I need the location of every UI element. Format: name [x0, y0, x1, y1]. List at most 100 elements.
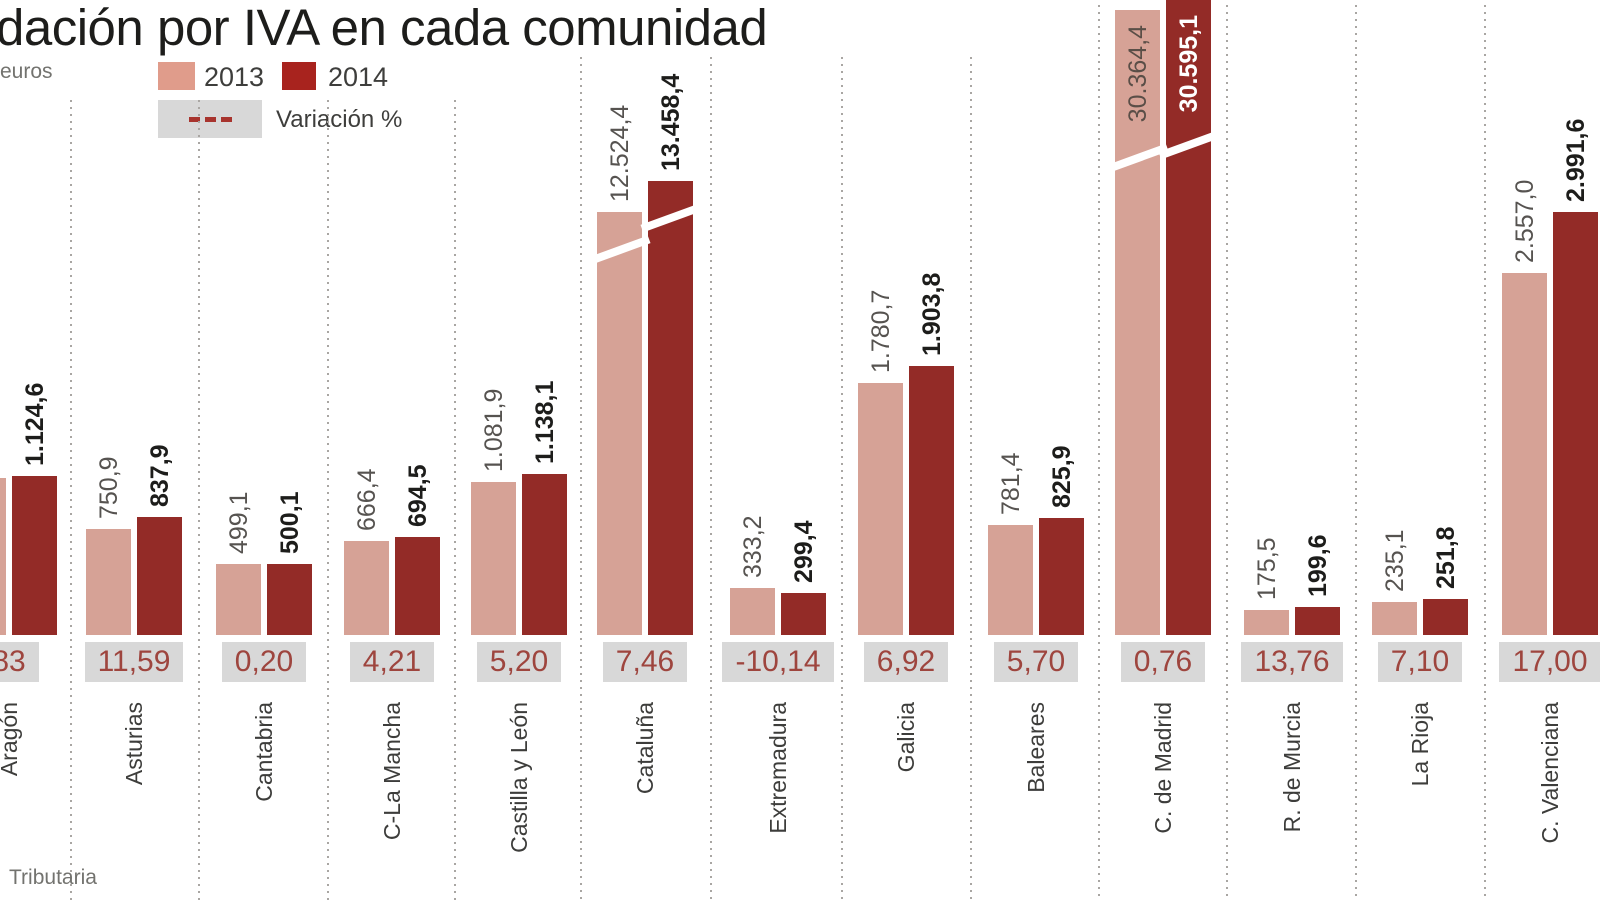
source-label: Tributaria [9, 866, 97, 889]
bar-2013-la-rioja [1372, 602, 1417, 635]
column-separator-line [1484, 5, 1486, 900]
bar-value-label-2014: 13.458,4 [656, 73, 685, 171]
legend-2014-label: 2014 [328, 62, 389, 92]
bar-value-label-2014: 694,5 [403, 464, 432, 527]
variation-badge: 0,76 [1120, 642, 1206, 682]
bar-2013-c-valenciana [1502, 273, 1547, 635]
variation-badge-wrap: -10,14 [688, 642, 868, 682]
bar-value-label-2013: 499,1 [224, 491, 253, 554]
variation-badge: 11,59 [84, 642, 184, 682]
variation-badge-wrap: 17,00 [1460, 642, 1600, 682]
bar-2014-galicia [909, 366, 954, 635]
legend-2014-swatch-icon [282, 62, 316, 90]
variation-badge: -10,14 [722, 642, 834, 682]
variation-badge: 4,21 [349, 642, 435, 682]
unit-label: euros [0, 60, 53, 83]
bar-2013-r-de-murcia [1244, 610, 1289, 635]
category-label-c-de-madrid: C. de Madrid [1150, 702, 1176, 834]
variation-badge: 17,00 [1499, 642, 1600, 682]
bar-value-label-2014: 1.124,6 [20, 382, 49, 466]
variation-badge: 5,70 [993, 642, 1079, 682]
bar-value-label-2013: 2.557,0 [1510, 179, 1539, 263]
column-separator-line [70, 100, 72, 900]
bar-2014-baleares [1039, 518, 1084, 635]
bar-2014-catalu-a [648, 181, 693, 635]
variation-badge: 7,46 [602, 642, 688, 682]
bar-value-label-2013: 12.524,4 [605, 104, 634, 202]
column-separator-line [970, 57, 972, 900]
column-separator-line [454, 100, 456, 900]
bar-value-label-2014: 500,1 [275, 491, 304, 554]
variation-badge-wrap: 7,10 [1330, 642, 1510, 682]
category-label-baleares: Baleares [1023, 702, 1049, 793]
bar-2013-c-la-mancha [344, 541, 389, 635]
variation-badge: 6,92 [863, 642, 949, 682]
column-separator-line [1355, 5, 1357, 900]
bar-2014-c-la-mancha [395, 537, 440, 635]
legend-variation-label: Variación % [276, 106, 403, 133]
bar-2013-asturias [86, 529, 131, 635]
variation-badge-wrap: 13,76 [1202, 642, 1382, 682]
bar-value-label-2014: 2.991,6 [1561, 118, 1590, 202]
dashed-line-icon [188, 116, 232, 122]
bar-2014-asturias [137, 517, 182, 635]
bar-2014-castilla-y-le-n [522, 474, 567, 635]
bar-2013-extremadura [730, 588, 775, 635]
bar-2014-cantabria [267, 564, 312, 635]
category-label-extremadura: Extremadura [765, 702, 791, 834]
variation-badge: 83 [0, 642, 39, 682]
category-label-asturias: Asturias [121, 702, 147, 786]
bar-2013-arag-n [0, 478, 6, 635]
bar-2014-arag-n [12, 476, 57, 635]
bar-2014-r-de-murcia [1295, 607, 1340, 635]
chart-title: dación por IVA en cada comunidad [0, 0, 768, 56]
category-label-r-de-murcia: R. de Murcia [1279, 702, 1305, 833]
bar-value-label-2014: 837,9 [145, 444, 174, 507]
variation-badge-wrap: 6,92 [816, 642, 996, 682]
category-label-galicia: Galicia [893, 702, 919, 773]
legend-2013-label: 2013 [204, 62, 265, 92]
category-label-cantabria: Cantabria [251, 702, 277, 802]
bar-value-label-2014: 251,8 [1431, 526, 1460, 589]
bar-value-label-2013: 30.364,4 [1123, 25, 1152, 123]
column-separator-line [710, 57, 712, 900]
bar-2014-c-de-madrid [1166, 0, 1211, 635]
column-separator-line [198, 100, 200, 900]
bar-2013-castilla-y-le-n [471, 482, 516, 635]
bar-value-label-2013: 750,9 [94, 456, 123, 519]
variation-badge: 7,10 [1377, 642, 1463, 682]
bar-2013-catalu-a [597, 212, 642, 635]
category-label-catalu-a: Cataluña [632, 702, 658, 795]
bar-2014-la-rioja [1423, 599, 1468, 635]
bar-value-label-2013: 781,4 [996, 452, 1025, 515]
bar-value-label-2014: 199,6 [1303, 534, 1332, 597]
bar-value-label-2013: 333,2 [738, 515, 767, 578]
bar-value-label-2014: 299,4 [789, 520, 818, 583]
bar-value-label-2013: 1.780,7 [866, 289, 895, 373]
bar-value-label-2013: 1.081,9 [479, 388, 508, 472]
variation-badge-wrap: 4,21 [302, 642, 482, 682]
column-separator-line [841, 57, 843, 900]
legend-2013-swatch-icon [158, 62, 195, 90]
bar-2013-cantabria [216, 564, 261, 635]
category-label-castilla-y-le-n: Castilla y León [506, 702, 532, 853]
variation-badge-wrap: 0,76 [1073, 642, 1253, 682]
bar-value-label-2014: 1.903,8 [917, 272, 946, 356]
column-separator-line [327, 100, 329, 900]
bar-value-label-2014: 825,9 [1047, 445, 1076, 508]
bar-2013-galicia [858, 383, 903, 635]
bar-2013-c-de-madrid [1115, 10, 1160, 635]
variation-badge-wrap: 5,70 [946, 642, 1126, 682]
bar-2013-baleares [988, 525, 1033, 635]
category-label-c-la-mancha: C-La Mancha [379, 702, 405, 841]
bar-value-label-2013: 235,1 [1380, 529, 1409, 592]
variation-badge: 13,76 [1241, 642, 1343, 682]
bar-value-label-2014: 1.138,1 [530, 380, 559, 464]
variation-badge-wrap: 7,46 [555, 642, 735, 682]
variation-badge-wrap: 11,59 [44, 642, 224, 682]
column-separator-line [580, 57, 582, 900]
category-label-la-rioja: La Rioja [1407, 702, 1433, 787]
variation-badge: 5,20 [476, 642, 562, 682]
bar-2014-c-valenciana [1553, 212, 1598, 635]
